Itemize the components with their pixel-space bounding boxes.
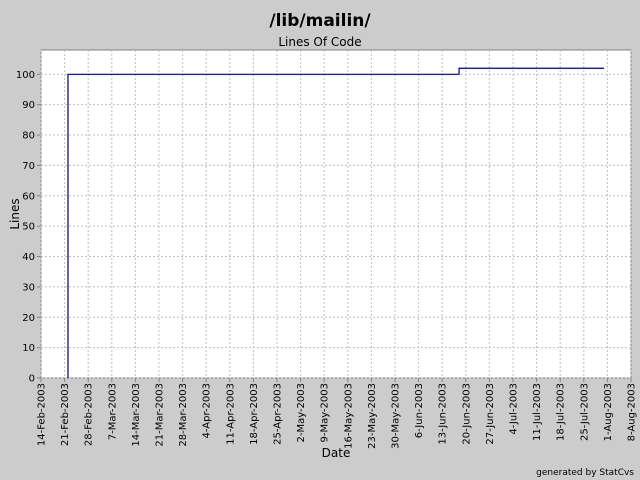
y-axis-label: Lines — [8, 198, 22, 229]
plot-area — [40, 49, 632, 379]
y-tick-label: 90 — [22, 100, 35, 111]
x-tick-label: 2-May-2003 — [296, 383, 307, 443]
x-tick-label: 9-May-2003 — [320, 383, 331, 443]
x-tick-label: 28-Mar-2003 — [178, 383, 189, 447]
y-tick-label: 50 — [22, 222, 35, 233]
chart-title: /lib/mailin/ — [269, 11, 371, 31]
x-tick-label: 1-Aug-2003 — [603, 383, 614, 441]
y-tick-label: 20 — [22, 313, 35, 324]
x-tick-label: 23-May-2003 — [367, 383, 378, 449]
x-tick-label: 16-May-2003 — [343, 383, 354, 449]
x-tick-label: 25-Apr-2003 — [273, 383, 284, 445]
y-tick-label: 80 — [22, 131, 35, 142]
x-tick-label: 27-Jun-2003 — [485, 383, 496, 445]
y-tick-label: 10 — [22, 343, 35, 354]
data-line — [67, 67, 605, 378]
x-tick-label: 20-Jun-2003 — [461, 383, 472, 445]
x-tick-label: 30-May-2003 — [391, 383, 402, 449]
y-tick-label: 0 — [29, 374, 35, 385]
x-tick-label: 11-Jul-2003 — [532, 383, 543, 441]
x-tick-label: 8-Aug-2003 — [627, 383, 638, 441]
x-tick-label: 13-Jun-2003 — [438, 383, 449, 445]
y-tick-label: 100 — [16, 70, 35, 81]
x-tick-label: 28-Feb-2003 — [84, 383, 95, 446]
x-tick-label: 14-Feb-2003 — [37, 383, 48, 446]
x-tick-label: 18-Jul-2003 — [556, 383, 567, 441]
x-tick-label: 4-Jul-2003 — [509, 383, 520, 435]
x-tick-label: 4-Apr-2003 — [202, 383, 213, 438]
x-tick-label: 11-Apr-2003 — [225, 383, 236, 445]
x-tick-label: 18-Apr-2003 — [249, 383, 260, 445]
x-tick-label: 14-Mar-2003 — [131, 383, 142, 447]
x-tick-label: 25-Jul-2003 — [579, 383, 590, 441]
y-tick-label: 40 — [22, 252, 35, 263]
footer: generated by StatCvs — [536, 468, 634, 478]
x-axis-label: Date — [322, 446, 351, 460]
y-tick-label: 60 — [22, 191, 35, 202]
x-tick-label: 21-Mar-2003 — [155, 383, 166, 447]
chart-subtitle: Lines Of Code — [278, 35, 361, 49]
x-tick-label: 7-Mar-2003 — [107, 383, 118, 440]
x-tick-label: 6-Jun-2003 — [414, 383, 425, 438]
y-tick-label: 30 — [22, 282, 35, 293]
y-tick-label: 70 — [22, 161, 35, 172]
x-tick-label: 21-Feb-2003 — [60, 383, 71, 446]
